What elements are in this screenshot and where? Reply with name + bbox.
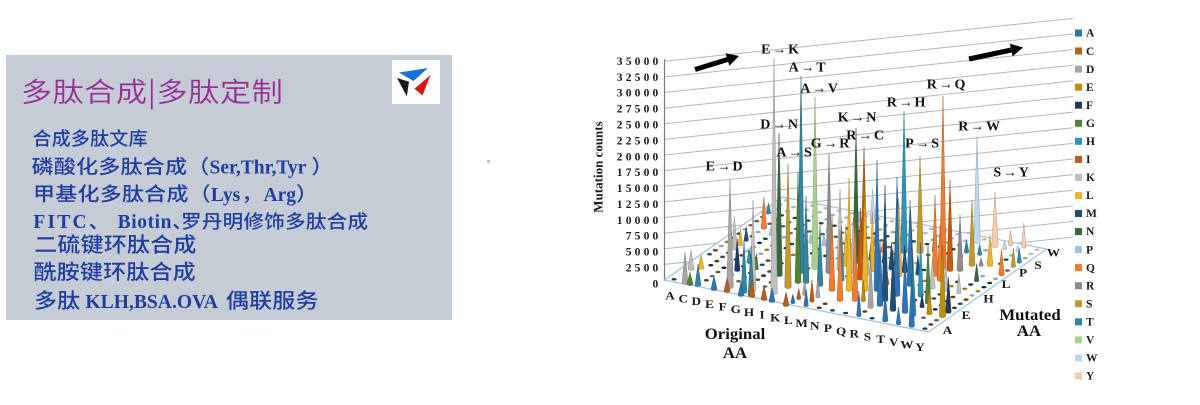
svg-text:H: H: [1086, 136, 1095, 148]
svg-text:5000: 5000: [626, 247, 662, 259]
svg-text:17500: 17500: [617, 167, 662, 179]
svg-text:C: C: [1086, 46, 1094, 58]
svg-text:FITC: FITC: [33, 212, 88, 233]
svg-text:32500: 32500: [617, 72, 662, 84]
svg-text:E: E: [1086, 82, 1094, 94]
svg-text:20000: 20000: [617, 151, 662, 163]
svg-text:H: H: [983, 292, 993, 305]
svg-text:S: S: [864, 330, 871, 343]
svg-text:Original: Original: [705, 327, 766, 343]
svg-text:W: W: [900, 338, 914, 351]
svg-text:Y: Y: [1086, 371, 1095, 383]
svg-text:G→R: G→R: [811, 137, 851, 152]
svg-text:P: P: [1086, 244, 1093, 256]
svg-text:K: K: [1086, 172, 1095, 184]
svg-text:A→S: A→S: [776, 146, 813, 161]
svg-text:Y: Y: [915, 341, 925, 354]
svg-text:D: D: [1086, 64, 1094, 76]
svg-text:0: 0: [653, 278, 662, 290]
svg-text:I: I: [760, 308, 765, 321]
svg-text:F: F: [1086, 100, 1093, 112]
svg-text:Mutated: Mutated: [999, 308, 1060, 324]
svg-text:R→H: R→H: [887, 96, 927, 111]
svg-text:Biotin: Biotin: [118, 212, 173, 233]
svg-text:Ser,Thr,Tyr: Ser,Thr,Tyr: [210, 158, 307, 179]
svg-text:P→S: P→S: [905, 137, 941, 152]
svg-text:G: G: [1086, 118, 1095, 130]
svg-text:15000: 15000: [617, 183, 662, 195]
svg-text:N: N: [1086, 226, 1095, 238]
svg-text:10000: 10000: [617, 215, 662, 227]
svg-text:A: A: [665, 289, 675, 302]
svg-text:27500: 27500: [617, 104, 662, 116]
svg-text:12500: 12500: [617, 199, 662, 211]
svg-text:C: C: [678, 292, 688, 305]
svg-text:Arg: Arg: [264, 185, 297, 206]
svg-text:W: W: [1047, 246, 1061, 259]
svg-text:Mutation counts: Mutation counts: [591, 121, 606, 212]
svg-text:W: W: [1086, 353, 1098, 365]
svg-text:KLH,BSA.OVA: KLH,BSA.OVA: [85, 292, 217, 313]
svg-text:T: T: [876, 333, 885, 346]
svg-text:E: E: [962, 309, 971, 322]
svg-text:A: A: [1086, 28, 1095, 40]
svg-text:L: L: [784, 314, 793, 327]
svg-text:T: T: [1086, 317, 1094, 329]
svg-text:K→N: K→N: [838, 111, 878, 126]
svg-text:R: R: [849, 327, 859, 340]
svg-text:Q: Q: [1086, 262, 1095, 274]
svg-text:R→Q: R→Q: [927, 78, 967, 93]
svg-text:K: K: [770, 311, 780, 324]
svg-text:R→C: R→C: [846, 129, 886, 144]
svg-text:M: M: [795, 316, 808, 329]
svg-text:7500: 7500: [626, 231, 662, 243]
svg-text:V: V: [1086, 335, 1095, 347]
svg-text:L: L: [1002, 278, 1011, 291]
svg-text:I: I: [1086, 154, 1091, 166]
svg-text:E→K: E→K: [761, 43, 801, 58]
svg-text:F: F: [719, 300, 727, 313]
svg-text:AA: AA: [1017, 324, 1042, 340]
svg-text:D→N: D→N: [760, 118, 800, 133]
svg-text:Q: Q: [836, 324, 846, 337]
svg-text:P: P: [1019, 266, 1027, 279]
svg-text:A→T: A→T: [789, 61, 828, 76]
svg-text:P: P: [824, 322, 832, 335]
svg-text:N: N: [810, 319, 820, 332]
svg-text:R: R: [1086, 280, 1095, 292]
svg-text:2500: 2500: [626, 262, 662, 274]
svg-text:AA: AA: [723, 346, 748, 362]
svg-text:S→Y: S→Y: [993, 166, 1030, 181]
svg-text:R→W: R→W: [958, 120, 1002, 135]
svg-text:H: H: [744, 306, 754, 319]
svg-text:G: G: [731, 303, 741, 316]
svg-text:22500: 22500: [617, 135, 662, 147]
svg-text:35000: 35000: [617, 56, 662, 68]
svg-text:E: E: [705, 297, 714, 310]
svg-text:V: V: [889, 335, 899, 348]
svg-text:L: L: [1086, 190, 1094, 202]
svg-text:A: A: [943, 324, 953, 337]
svg-text:30000: 30000: [617, 88, 662, 100]
svg-text:25000: 25000: [617, 120, 662, 132]
svg-text:A→V: A→V: [800, 82, 840, 97]
svg-text:D: D: [692, 295, 702, 308]
svg-text:S: S: [1034, 259, 1041, 272]
svg-text:M: M: [1086, 208, 1097, 220]
svg-text:S: S: [1086, 298, 1092, 310]
svg-text:Lys: Lys: [211, 185, 241, 206]
svg-text:E→D: E→D: [706, 160, 745, 175]
